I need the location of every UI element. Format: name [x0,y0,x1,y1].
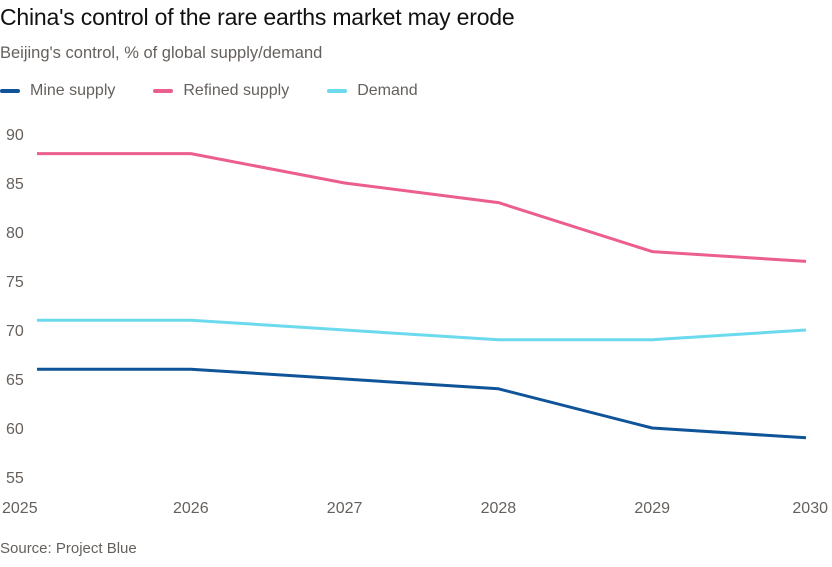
series-line-demand [37,318,807,342]
legend-label-demand: Demand [357,82,418,99]
legend-item-mine-supply: Mine supply [0,82,115,100]
y-tick-label: 85 [6,176,24,193]
chart-title: China's control of the rare earths marke… [0,4,515,30]
legend-item-demand: Demand [327,82,418,100]
legend-swatch-mine-supply [0,89,20,93]
y-tick-label: 55 [6,470,24,487]
series-lines [37,152,807,440]
y-tick-label: 75 [6,274,24,291]
legend-swatch-refined-supply [153,89,174,93]
series-line-refined-supply [37,152,807,263]
y-tick-label: 70 [6,323,24,340]
chart-subtitle: Beijing's control, % of global supply/de… [0,44,323,62]
legend-label-refined-supply: Refined supply [183,82,290,99]
source-note: Source: Project Blue [0,540,137,557]
legend-label-mine-supply: Mine supply [30,82,116,99]
x-tick-label: 2027 [327,500,363,517]
x-axis-ticks: 2025 2026 2027 2028 2029 2030 [2,500,828,517]
y-tick-label: 80 [6,225,24,242]
y-tick-label: 60 [6,421,24,438]
x-tick-label: 2025 [2,500,38,517]
y-axis-ticks: 90 85 80 75 70 65 60 55 [6,127,24,487]
legend-swatch-demand [327,89,348,93]
x-tick-label: 2029 [634,500,670,517]
y-tick-label: 65 [6,372,24,389]
legend-item-refined-supply: Refined supply [153,82,289,100]
x-tick-label: 2028 [481,500,517,517]
x-tick-label: 2026 [173,500,209,517]
y-tick-label: 90 [6,127,24,144]
series-line-mine-supply [37,367,807,440]
legend: Mine supply Refined supply Demand [0,82,456,100]
x-tick-label: 2030 [792,500,828,517]
